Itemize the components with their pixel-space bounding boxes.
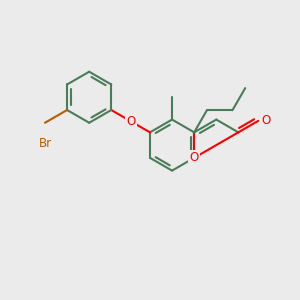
Text: O: O — [127, 115, 136, 128]
Text: O: O — [190, 152, 199, 164]
Text: Br: Br — [38, 137, 52, 150]
Text: O: O — [261, 114, 271, 127]
